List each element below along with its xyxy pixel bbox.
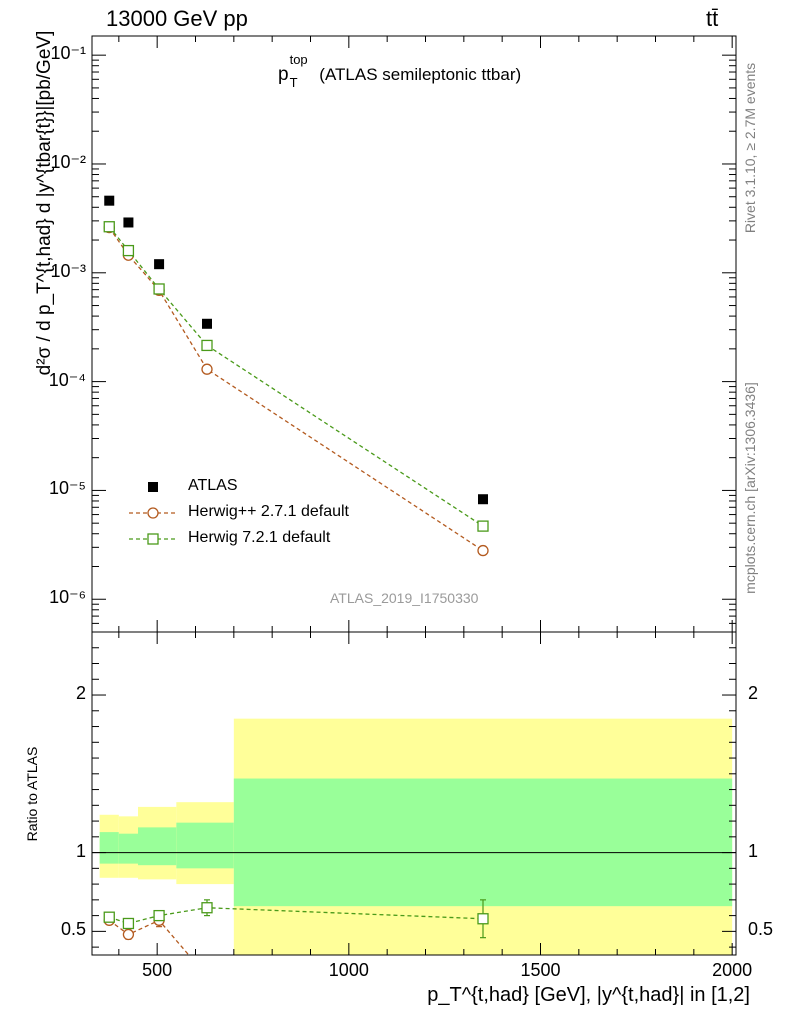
legend xyxy=(129,482,177,545)
legend-marker-2 xyxy=(147,533,159,545)
xlabel: p_T^{t,had} [GeV], |y^{t,had}| in [1,2] xyxy=(427,984,750,1006)
title-main: p xyxy=(278,64,289,85)
title-sub: T xyxy=(289,75,298,90)
ratio-line-0 xyxy=(108,919,190,955)
ratio-y-tick-label-right: 1 xyxy=(748,840,759,861)
main-series xyxy=(103,195,489,557)
main-line-2 xyxy=(108,226,484,527)
x-tick-label: 1500 xyxy=(520,960,561,980)
ratio-point-1 xyxy=(122,917,135,930)
green-band-bin xyxy=(99,832,119,864)
main-y-tick-label: 10⁻⁴ xyxy=(48,369,86,390)
main-point-0 xyxy=(104,195,115,206)
main-y-tick-label: 10⁻⁶ xyxy=(49,587,86,608)
ratio-bands xyxy=(92,718,736,955)
plot-frames xyxy=(91,35,737,956)
main-point-2 xyxy=(201,339,213,352)
x-tick-label: 500 xyxy=(142,960,173,980)
rivet-version-label: Rivet 3.1.10, ≥ 2.7M events xyxy=(742,62,758,234)
header-right: tt̄ xyxy=(706,6,719,31)
x-tick-label: 2000 xyxy=(712,960,753,980)
legend-label-herwigpp: Herwig++ 2.7.1 default xyxy=(188,503,349,520)
plot-title: p top T (ATLAS semileptonic ttbar) xyxy=(278,52,522,90)
ratio-y-tick-label: 1 xyxy=(75,840,86,861)
main-point-0 xyxy=(478,494,488,505)
mcplots-label: mcplots.cern.ch [arXiv:1306.3436] xyxy=(742,382,758,594)
green-band-bin xyxy=(176,822,234,869)
ratio-y-tick-label: 2 xyxy=(75,683,86,704)
ratio-point-1 xyxy=(477,913,489,925)
ratio-y-tick-label-right: 2 xyxy=(748,683,759,704)
green-band-bin xyxy=(118,833,138,864)
header-left: 13000 GeV pp xyxy=(106,6,248,31)
legend-marker-1 xyxy=(147,507,159,519)
main-point-2 xyxy=(122,244,135,257)
legend-label-herwig7: Herwig 7.2.1 default xyxy=(188,529,331,546)
legend-marker-0 xyxy=(148,482,158,492)
ratio-y-tick-label-right: 0.5 xyxy=(748,919,774,940)
ratio-y-tick-label: 0.5 xyxy=(60,919,86,940)
ratio-point-1 xyxy=(103,911,115,923)
main-ylabel: d²σ / d p_T^{t,had} d |y^{tbar{t}}|[pb/G… xyxy=(34,30,55,376)
main-point-0 xyxy=(154,259,165,270)
ratio-frame xyxy=(91,631,737,956)
main-y-tick-label: 10⁻¹ xyxy=(50,43,86,64)
title-rest: (ATLAS semileptonic ttbar) xyxy=(314,65,522,84)
green-band-bin xyxy=(233,778,733,907)
main-point-2 xyxy=(477,520,489,532)
main-y-tick-label: 10⁻² xyxy=(50,151,86,172)
ratio-ylabel: Ratio to ATLAS xyxy=(24,746,40,842)
main-y-tick-label: 10⁻⁵ xyxy=(49,478,86,499)
main-point-0 xyxy=(123,217,134,228)
main-point-1 xyxy=(201,363,213,375)
main-point-0 xyxy=(202,318,212,329)
green-band-bin xyxy=(138,827,177,866)
ratio-point-1 xyxy=(153,909,165,922)
ratio-series xyxy=(103,899,489,955)
ratio-point-1 xyxy=(201,902,213,914)
main-y-tick-label: 10⁻³ xyxy=(50,260,86,281)
main-point-1 xyxy=(477,544,489,557)
title-sup: top xyxy=(289,52,308,67)
main-point-2 xyxy=(103,221,115,233)
legend-label-atlas: ATLAS xyxy=(188,477,238,494)
ratio-point-0 xyxy=(122,928,135,941)
x-tick-label: 1000 xyxy=(328,960,369,980)
analysis-watermark: ATLAS_2019_I1750330 xyxy=(330,590,479,606)
main-point-2 xyxy=(153,283,165,295)
